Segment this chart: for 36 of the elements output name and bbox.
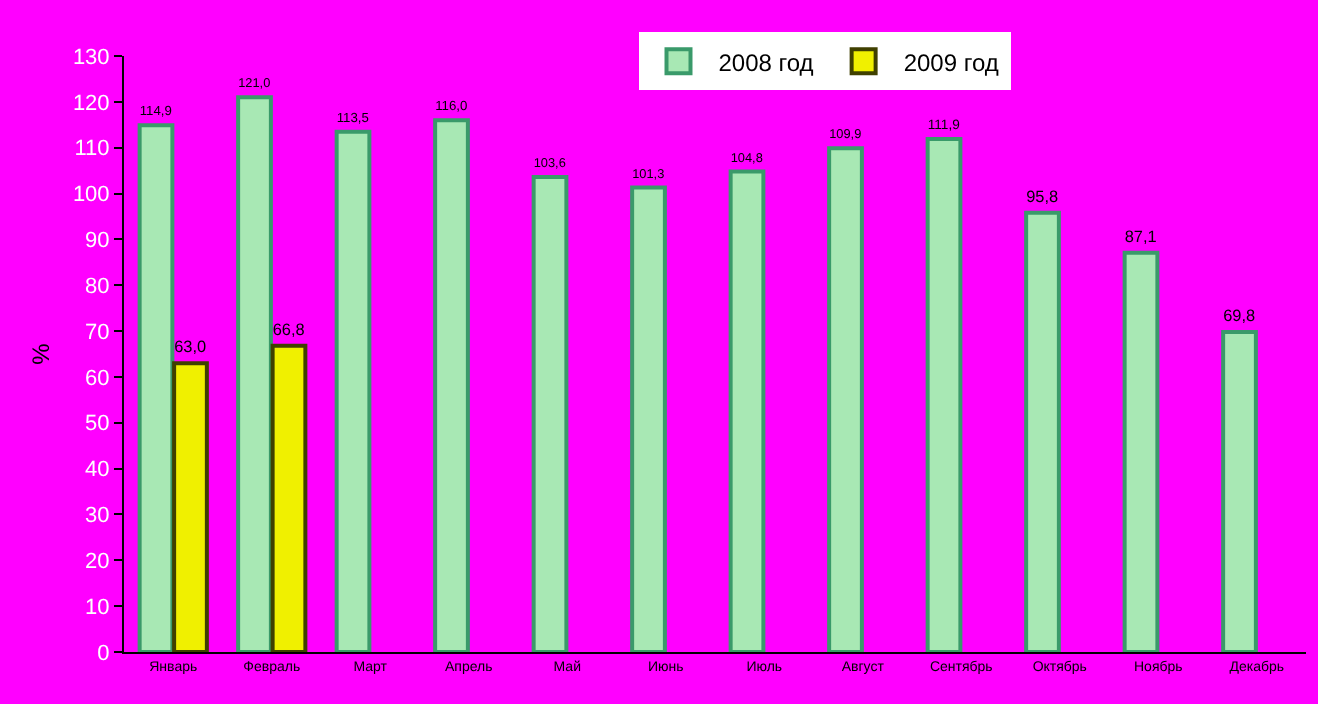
y-tick-label: 20: [85, 550, 110, 574]
y-tick-label: 110: [74, 137, 110, 162]
bar: [172, 361, 209, 652]
data-label: 69,8: [1223, 307, 1256, 326]
bar: [531, 175, 569, 652]
y-tick-label: 60: [85, 366, 110, 391]
y-tick-label: 90: [85, 229, 110, 254]
bar: [925, 136, 963, 652]
bar: [1122, 250, 1160, 652]
bar: [630, 185, 667, 652]
data-label: 66,8: [272, 320, 306, 339]
y-tick-label: 120: [72, 91, 110, 116]
data-label: 95,8: [1026, 187, 1059, 206]
bar: [728, 169, 766, 652]
bar: [1221, 330, 1258, 652]
data-label: 63,0: [174, 338, 207, 357]
y-tick-label: 10: [85, 595, 110, 620]
y-tick-label: 100: [72, 183, 110, 208]
y-tick-label: 80: [85, 274, 110, 299]
bar: [236, 95, 273, 652]
y-tick-label: 30: [85, 504, 110, 529]
y-tick-label: 70: [85, 320, 110, 345]
bar: [433, 118, 470, 652]
y-tick-label: 40: [85, 458, 110, 483]
y-tick-label: 50: [85, 412, 110, 437]
bar: [827, 146, 864, 652]
legend-label: 2008 год: [718, 48, 814, 77]
legend-label: 2009 год: [903, 48, 999, 77]
y-axis-title: %: [27, 342, 56, 365]
bar: [1024, 210, 1061, 652]
data-label: 87,1: [1124, 227, 1158, 246]
bar: [270, 343, 308, 652]
y-tick-label: 0: [97, 641, 110, 666]
bar: [334, 129, 372, 652]
y-tick-label: 130: [72, 45, 110, 70]
bar: [137, 123, 175, 652]
